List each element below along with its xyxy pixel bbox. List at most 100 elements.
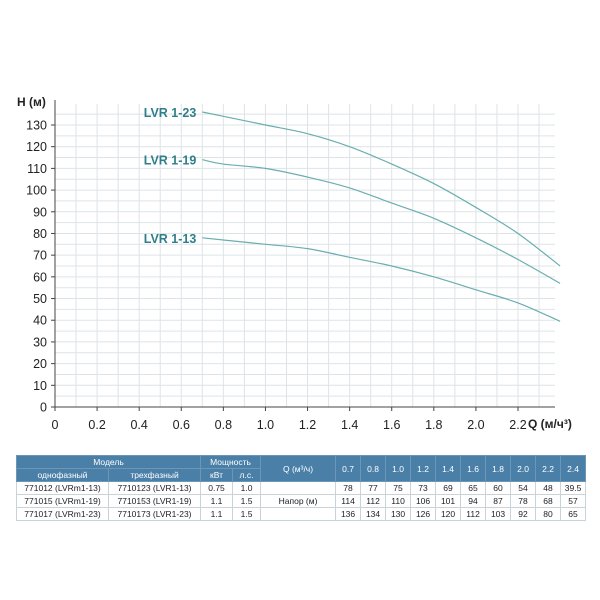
x-tick-label: 1.8 <box>425 418 442 432</box>
y-tick-labels: 0 10 20 30 40 50 60 70 80 90 100 110 120 130 <box>26 119 47 415</box>
y-tick-label: 100 <box>26 184 47 198</box>
q-value: 2.0 <box>510 455 537 482</box>
head-value: 77 <box>360 481 387 495</box>
y-tick-label: 60 <box>33 270 47 284</box>
head-value: 136 <box>335 507 362 521</box>
head-value: 126 <box>410 507 437 521</box>
series-label: LVR 1-13 <box>144 232 197 246</box>
head-value: 78 <box>335 481 362 495</box>
y-tick-label: 90 <box>33 205 47 219</box>
head-value: 54 <box>510 481 537 495</box>
y-tick-label: 120 <box>26 140 47 154</box>
head-value: 87 <box>485 494 512 508</box>
q-value: 1.8 <box>485 455 512 482</box>
head-value: 94 <box>460 494 487 508</box>
q-value: 1.6 <box>460 455 487 482</box>
three-phase-model: 7710173 (LVR1-23) <box>107 507 202 521</box>
y-tick-label: 10 <box>33 379 47 393</box>
three-phase-header: трехфазный <box>107 468 202 482</box>
y-tick-label: 0 <box>40 401 47 415</box>
power-hp: 1.5 <box>232 494 262 508</box>
y-tick-label: 70 <box>33 249 47 263</box>
power-header: Мощность <box>200 455 262 469</box>
x-tick-label: 1.6 <box>383 418 400 432</box>
q-value: 1.0 <box>385 455 412 482</box>
x-tick-label: 0.4 <box>130 418 147 432</box>
x-tick-label: 0.2 <box>88 418 105 432</box>
head-value: 112 <box>360 494 387 508</box>
head-value: 73 <box>410 481 437 495</box>
single-phase-model: 771012 (LVRm1-13) <box>16 481 109 495</box>
head-value: 106 <box>410 494 437 508</box>
head-value: 103 <box>485 507 512 521</box>
x-tick-label: 0.8 <box>215 418 232 432</box>
head-value: 92 <box>510 507 537 521</box>
head-value: 130 <box>385 507 412 521</box>
x-tick-label: 0.6 <box>173 418 190 432</box>
q-value: 1.2 <box>410 455 437 482</box>
head-value: 68 <box>535 494 562 508</box>
head-value: 57 <box>560 494 587 508</box>
series-lines <box>202 111 561 322</box>
power-hp: 1.0 <box>232 481 262 495</box>
head-value: 110 <box>385 494 412 508</box>
q-value: 0.8 <box>360 455 387 482</box>
power-kw: 0.75 <box>200 481 234 495</box>
head-value: 65 <box>460 481 487 495</box>
series-line <box>202 159 561 284</box>
single-phase-model: 771015 (LVRm1-19) <box>16 494 109 508</box>
three-phase-model: 7710123 (LVR1-13) <box>107 481 202 495</box>
series-label: LVR 1-19 <box>144 154 197 168</box>
series-label: LVR 1-23 <box>144 106 197 120</box>
power-kw: 1.1 <box>200 507 234 521</box>
head-value: 65 <box>560 507 587 521</box>
series-labels: LVR 1-23 LVR 1-19 LVR 1-13 <box>144 106 197 246</box>
hp-header: л.с. <box>232 468 262 482</box>
table-row: 771017 (LVRm1-23) 7710173 (LVR1-23) 1.1 … <box>16 507 587 521</box>
y-tick-label: 130 <box>26 119 47 133</box>
q-value: 0.7 <box>335 455 362 482</box>
head-label: Напор (м) <box>260 494 337 508</box>
series-line <box>202 237 561 322</box>
kw-header: кВт <box>200 468 234 482</box>
head-value: 120 <box>435 507 462 521</box>
x-tick-label: 1.2 <box>299 418 316 432</box>
power-hp: 1.5 <box>232 507 262 521</box>
pump-curve-chart: 0 0.2 0.4 0.6 0.8 1.0 1.2 1.4 1.6 1.8 2.0 2.2 0 10 20… <box>17 95 572 432</box>
series-line <box>202 111 561 267</box>
head-value: 134 <box>360 507 387 521</box>
head-value: 48 <box>535 481 562 495</box>
y-tick-label: 40 <box>33 314 47 328</box>
table-row: 771015 (LVRm1-19) 7710153 (LVR1-19) 1.1 … <box>16 494 587 508</box>
x-tick-label: 0 <box>52 418 59 432</box>
head-value: 101 <box>435 494 462 508</box>
q-header: Q (м³/ч) <box>260 455 337 482</box>
head-value: 39.5 <box>560 481 587 495</box>
x-tick-labels: 0 0.2 0.4 0.6 0.8 1.0 1.2 1.4 1.6 1.8 2.0 2.2 <box>52 418 527 432</box>
x-tick-label: 1.4 <box>341 418 358 432</box>
q-value: 2.2 <box>535 455 562 482</box>
three-phase-model: 7710153 (LVR1-19) <box>107 494 202 508</box>
x-tick-label: 1.0 <box>257 418 274 432</box>
single-phase-model: 771017 (LVRm1-23) <box>16 507 109 521</box>
x-tick-label: 2.2 <box>509 418 526 432</box>
head-value: 112 <box>460 507 487 521</box>
head-value: 60 <box>485 481 512 495</box>
y-axis-title: H (м) <box>17 95 46 109</box>
y-tick-label: 50 <box>33 292 47 306</box>
chart-axes <box>51 100 555 411</box>
x-tick-label: 2.0 <box>467 418 484 432</box>
y-tick-label: 30 <box>33 335 47 349</box>
spec-table: Модель Мощность Q (м³/ч) 0.7 0.8 1.0 1.2… <box>15 455 587 521</box>
y-tick-label: 80 <box>33 227 47 241</box>
head-value: 75 <box>385 481 412 495</box>
y-tick-label: 20 <box>33 357 47 371</box>
q-value: 2.4 <box>560 455 587 482</box>
table-header-row: Модель Мощность Q (м³/ч) 0.7 0.8 1.0 1.2… <box>15 455 587 482</box>
head-value: 69 <box>435 481 462 495</box>
empty-cell <box>260 507 337 521</box>
x-axis-title: Q (м/ч³) <box>528 417 572 431</box>
q-value: 1.4 <box>435 455 462 482</box>
table-row: 771012 (LVRm1-13) 7710123 (LVR1-13) 0.75… <box>16 481 587 495</box>
head-value: 114 <box>335 494 362 508</box>
